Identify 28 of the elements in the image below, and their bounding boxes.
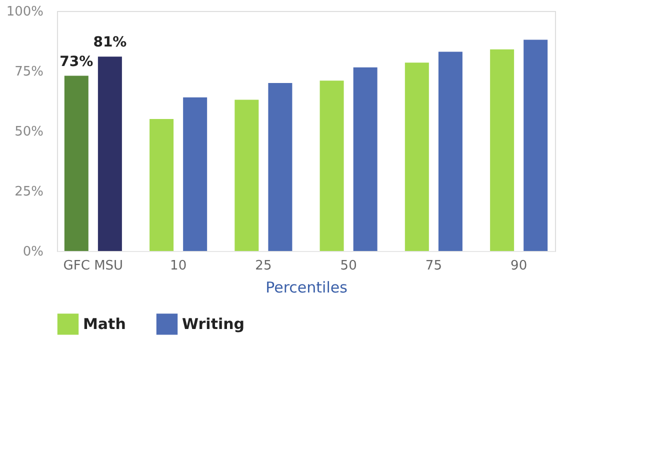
x-tick-label: 10: [170, 258, 187, 274]
bar: [320, 80, 344, 251]
data-label: 73%: [60, 54, 94, 70]
x-tick-label: 75: [425, 258, 442, 274]
x-tick-label: GFC MSU: [63, 258, 124, 274]
x-tick-label: 90: [510, 258, 528, 274]
legend-label: Writing: [182, 315, 245, 334]
x-tick-label: 25: [255, 258, 272, 274]
bar: [524, 40, 548, 251]
bar: [490, 49, 514, 251]
x-axis-title: Percentiles: [266, 278, 348, 296]
y-tick-label: 25%: [14, 184, 44, 200]
bar: [353, 67, 378, 251]
y-tick-label: 0%: [22, 244, 44, 260]
x-tick-label: 50: [340, 258, 357, 274]
y-tick-label: 50%: [14, 124, 44, 140]
bar: [234, 100, 259, 251]
bar: [98, 56, 122, 251]
bar: [150, 119, 174, 251]
y-tick-label: 100%: [6, 4, 44, 20]
bar: [404, 62, 429, 251]
data-label: 81%: [93, 34, 127, 51]
bar: [183, 97, 208, 251]
bar: [268, 83, 292, 251]
bar: [64, 76, 88, 251]
legend-label: Math: [83, 315, 126, 334]
y-tick-label: 75%: [14, 64, 44, 80]
bar: [438, 52, 462, 251]
